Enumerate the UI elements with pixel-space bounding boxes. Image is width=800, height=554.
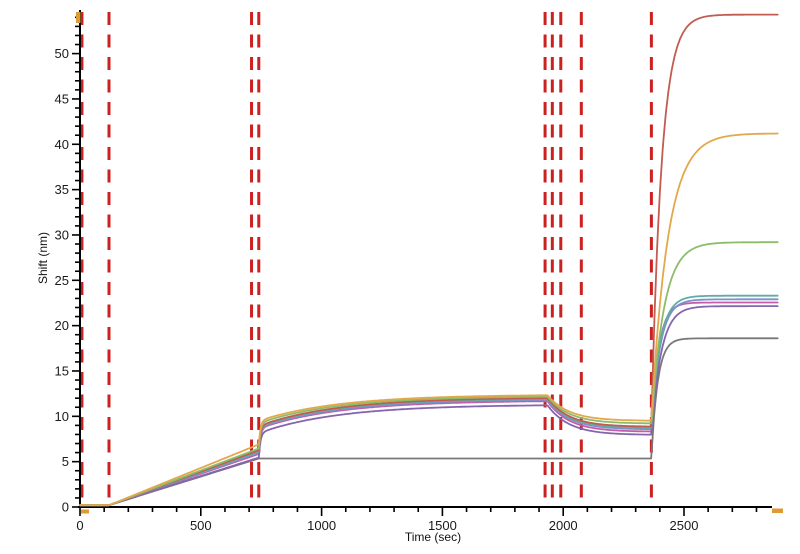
series-sensor-amber — [79, 132, 779, 507]
y-axis-top-handle[interactable] — [76, 12, 81, 23]
x-tick-label: 500 — [190, 518, 212, 533]
x-tick-label: 0 — [76, 518, 83, 533]
y-tick-label: 30 — [55, 227, 69, 242]
x-axis-left-handle[interactable] — [81, 509, 89, 514]
step-markers — [80, 12, 653, 505]
y-tick-label: 35 — [55, 182, 69, 197]
y-tick-label: 10 — [55, 409, 69, 424]
y-tick-label: 20 — [55, 318, 69, 333]
series-sensor-green — [79, 241, 779, 507]
series-sensor-purple — [79, 305, 779, 507]
y-tick-label: 0 — [62, 500, 69, 515]
x-tick-label: 2000 — [549, 518, 578, 533]
series-sensor-red — [79, 13, 779, 507]
x-tick-label: 2500 — [670, 518, 699, 533]
y-tick-label: 40 — [55, 137, 69, 152]
sensor-traces — [79, 13, 779, 507]
x-tick-label: 1500 — [428, 518, 457, 533]
y-tick-label: 50 — [55, 46, 69, 61]
y-tick-label: 25 — [55, 273, 69, 288]
y-tick-label: 15 — [55, 363, 69, 378]
axis-handles — [76, 12, 783, 514]
y-tick-label: 5 — [62, 454, 69, 469]
x-tick-label: 1000 — [307, 518, 336, 533]
x-axis-right-handle[interactable] — [772, 508, 783, 514]
y-tick-label: 45 — [55, 91, 69, 106]
